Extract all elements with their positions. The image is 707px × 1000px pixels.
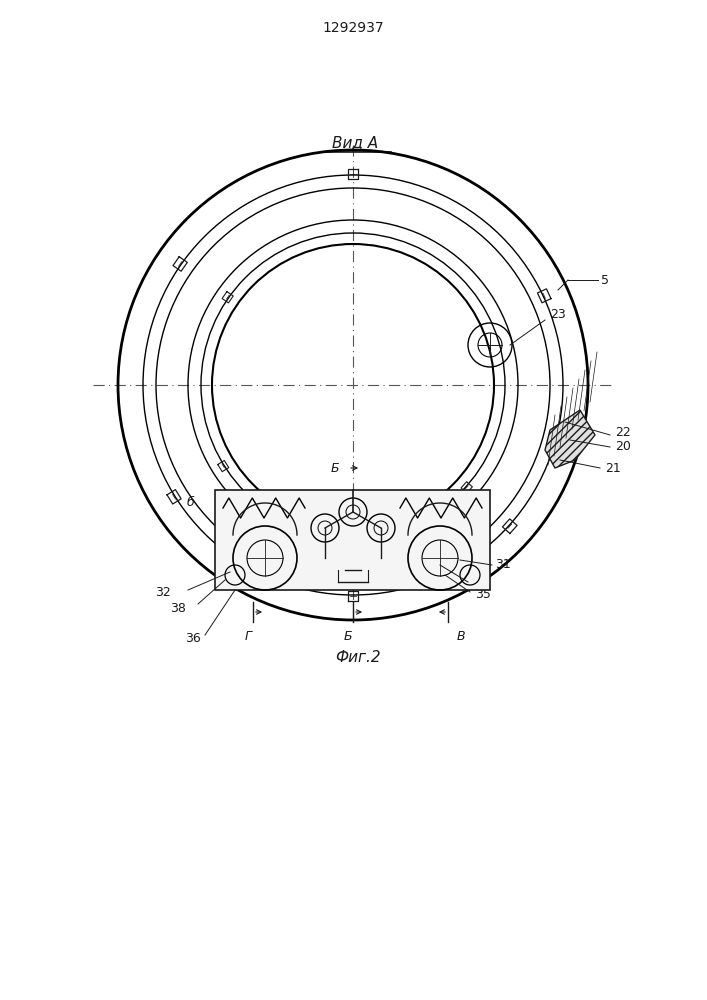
Text: Фиг.2: Фиг.2 [335, 650, 381, 665]
Text: В: В [457, 630, 465, 643]
Text: 36: 36 [185, 632, 201, 645]
Polygon shape [545, 410, 595, 468]
Text: 37: 37 [472, 576, 488, 588]
Text: б: б [186, 495, 194, 508]
Text: 35: 35 [475, 588, 491, 601]
Text: Б: Б [344, 630, 352, 643]
Text: Вид А: Вид А [332, 135, 378, 150]
Text: 22: 22 [615, 426, 631, 440]
Text: Б: Б [331, 462, 339, 475]
Text: 23: 23 [550, 308, 566, 322]
Bar [215, 490, 490, 590]
Text: 20: 20 [615, 440, 631, 454]
Text: Г: Г [245, 630, 252, 643]
Text: Г: Г [250, 497, 257, 510]
Text: 21: 21 [605, 462, 621, 475]
Text: 32: 32 [155, 586, 171, 599]
Text: 31: 31 [495, 558, 510, 570]
Text: 1292937: 1292937 [322, 21, 385, 35]
Text: В: В [377, 497, 385, 510]
Text: 5: 5 [601, 273, 609, 286]
Text: 38: 38 [170, 601, 186, 614]
